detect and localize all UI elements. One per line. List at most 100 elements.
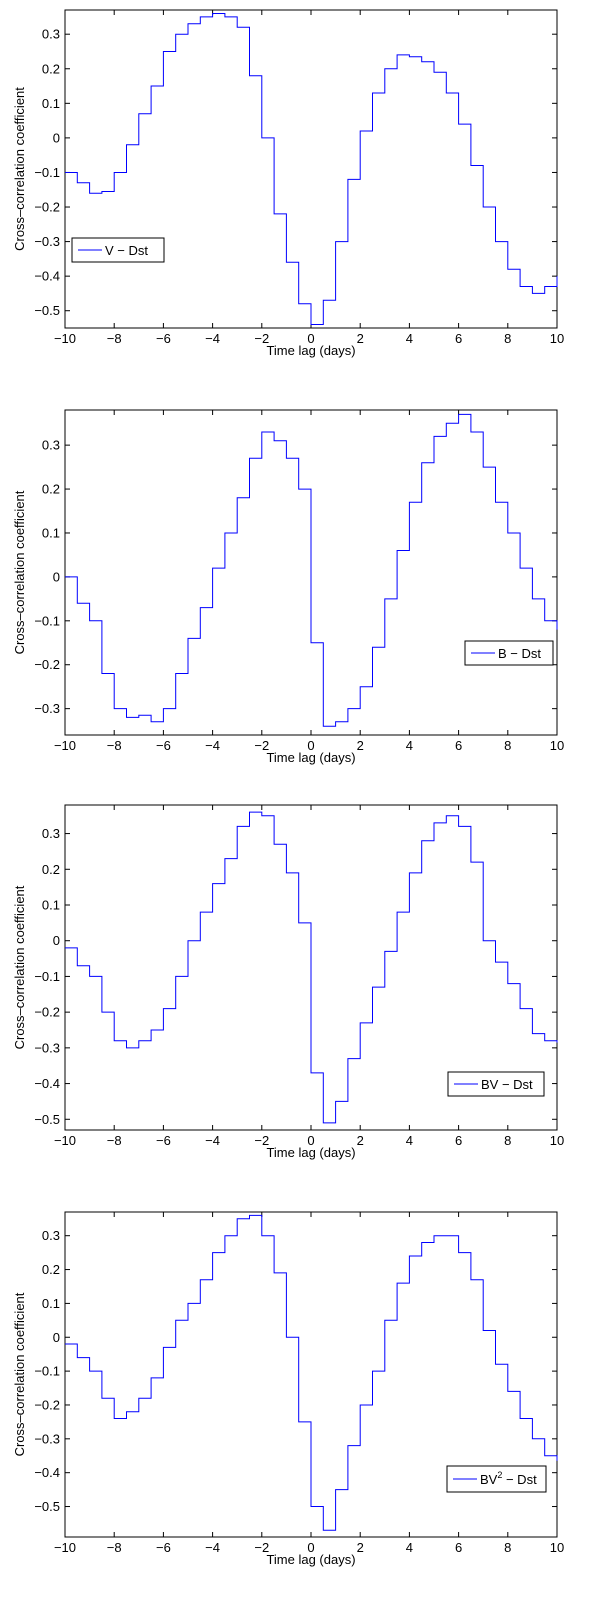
x-tick-label: 2: [357, 331, 364, 346]
y-tick-label: −0.2: [34, 1397, 60, 1412]
x-tick-label: −4: [205, 1540, 220, 1555]
x-tick-label: 4: [406, 1133, 413, 1148]
chart-panel-2: −10 −8 −6 −4 −2 0 2 4 6 8 10 −0.3 −0.2 −0.1 0 0.1 0.2 0.3…: [12, 409, 564, 765]
x-tick-label: 0: [307, 331, 314, 346]
x-axis-label: Time lag (days): [266, 1145, 355, 1160]
x-tick-label: −10: [54, 331, 76, 346]
x-tick-label: −10: [54, 738, 76, 753]
chart-panel-4: −10 −8 −6 −4 −2 0 2 4 6 8 10 −0.5 −0.4 −0.3 −0.2 −0.1 0 0…: [12, 1211, 564, 1567]
y-tick-label: −0.5: [34, 303, 60, 318]
x-tick-label: −4: [205, 1133, 220, 1148]
y-tick-label: 0.3: [42, 27, 60, 42]
y-tick-label: −0.4: [34, 1465, 60, 1480]
series-line: [65, 1214, 558, 1531]
x-tick-label: 10: [550, 331, 564, 346]
y-tick-label: 0: [53, 569, 60, 584]
y-axis-label: Cross–correlation coefficient: [12, 885, 27, 1049]
x-tick-label: 0: [307, 738, 314, 753]
x-tick-label: −6: [156, 1133, 171, 1148]
legend-label: B − Dst: [498, 646, 541, 661]
y-tick-label: −0.2: [34, 200, 60, 215]
x-tick-label: 10: [550, 1133, 564, 1148]
y-tick-label: −0.3: [34, 701, 60, 716]
series-line: [65, 811, 558, 1124]
y-tick-label: −0.1: [34, 165, 60, 180]
y-tick-label: 0.1: [42, 525, 60, 540]
y-tick-label: 0.1: [42, 96, 60, 111]
y-tick-label: −0.1: [34, 969, 60, 984]
y-tick-label: −0.1: [34, 613, 60, 628]
y-tick-label: 0.3: [42, 826, 60, 841]
y-tick-label: 0: [53, 933, 60, 948]
x-tick-label: 4: [406, 1540, 413, 1555]
x-tick-label: 8: [504, 738, 511, 753]
x-tick-label: −4: [205, 331, 220, 346]
x-tick-label: −2: [254, 331, 269, 346]
x-tick-label: 4: [406, 331, 413, 346]
y-tick-label: 0.2: [42, 1262, 60, 1277]
x-tick-label: 10: [550, 738, 564, 753]
x-tick-label: 10: [550, 1540, 564, 1555]
x-tick-label: −2: [254, 738, 269, 753]
y-tick-label: 0.2: [42, 482, 60, 497]
x-axis-label: Time lag (days): [266, 750, 355, 765]
legend: V − Dst: [71, 237, 165, 263]
x-tick-label: −8: [107, 738, 122, 753]
x-tick-label: −10: [54, 1133, 76, 1148]
legend: BV − Dst: [447, 1071, 545, 1097]
x-axis-label: Time lag (days): [266, 343, 355, 358]
y-tick-label: −0.5: [34, 1112, 60, 1127]
x-tick-label: 6: [455, 1133, 462, 1148]
y-tick-label: −0.3: [34, 1040, 60, 1055]
y-tick-label: −0.3: [34, 1431, 60, 1446]
y-axis-label: Cross–correlation coefficient: [12, 1292, 27, 1456]
x-tick-label: −8: [107, 1540, 122, 1555]
y-tick-label: 0.2: [42, 862, 60, 877]
series-line: [65, 413, 558, 727]
x-tick-label: −6: [156, 331, 171, 346]
x-tick-label: 4: [406, 738, 413, 753]
plot-area: [64, 9, 558, 329]
x-tick-label: −2: [254, 1133, 269, 1148]
y-tick-label: −0.4: [34, 1076, 60, 1091]
x-tick-label: 8: [504, 1540, 511, 1555]
y-tick-label: 0: [53, 130, 60, 145]
x-tick-label: 2: [357, 738, 364, 753]
y-tick-label: 0.3: [42, 1228, 60, 1243]
legend-label: BV − Dst: [481, 1077, 533, 1092]
y-axis-label: Cross–correlation coefficient: [12, 87, 27, 251]
x-tick-label: −10: [54, 1540, 76, 1555]
legend: B − Dst: [464, 640, 554, 666]
legend: BV2 − Dst: [446, 1465, 547, 1493]
x-tick-label: −8: [107, 1133, 122, 1148]
y-tick-label: 0: [53, 1330, 60, 1345]
y-tick-label: 0.1: [42, 1296, 60, 1311]
y-tick-label: −0.2: [34, 657, 60, 672]
x-tick-label: 6: [455, 331, 462, 346]
x-axis-label: Time lag (days): [266, 1552, 355, 1567]
x-tick-label: −8: [107, 331, 122, 346]
x-tick-label: −4: [205, 738, 220, 753]
x-tick-label: 0: [307, 1133, 314, 1148]
x-tick-label: 0: [307, 1540, 314, 1555]
y-tick-label: −0.4: [34, 269, 60, 284]
legend-label: V − Dst: [105, 243, 148, 258]
x-tick-label: 8: [504, 1133, 511, 1148]
chart-panel-1: −10 −8 −6 −4 −2 0 2 4 6 8 10 −0.5 −0.4 −0.3 −0.2 −0.1 0 0…: [12, 9, 564, 358]
y-tick-label: 0.3: [42, 438, 60, 453]
y-tick-label: 0.1: [42, 898, 60, 913]
x-tick-label: 2: [357, 1540, 364, 1555]
y-axis-label: Cross–correlation coefficient: [12, 490, 27, 654]
legend-label: BV2 − Dst: [480, 1470, 537, 1487]
x-tick-label: 6: [455, 738, 462, 753]
y-tick-label: −0.1: [34, 1364, 60, 1379]
chart-panel-3: −10 −8 −6 −4 −2 0 2 4 6 8 10 −0.5 −0.4 −0.3 −0.2 −0.1 0 0…: [12, 804, 564, 1160]
x-tick-label: −6: [156, 1540, 171, 1555]
y-tick-label: −0.3: [34, 234, 60, 249]
y-tick-label: −0.5: [34, 1499, 60, 1514]
x-tick-label: 6: [455, 1540, 462, 1555]
x-tick-label: −2: [254, 1540, 269, 1555]
series-line: [65, 13, 558, 325]
x-tick-label: −6: [156, 738, 171, 753]
